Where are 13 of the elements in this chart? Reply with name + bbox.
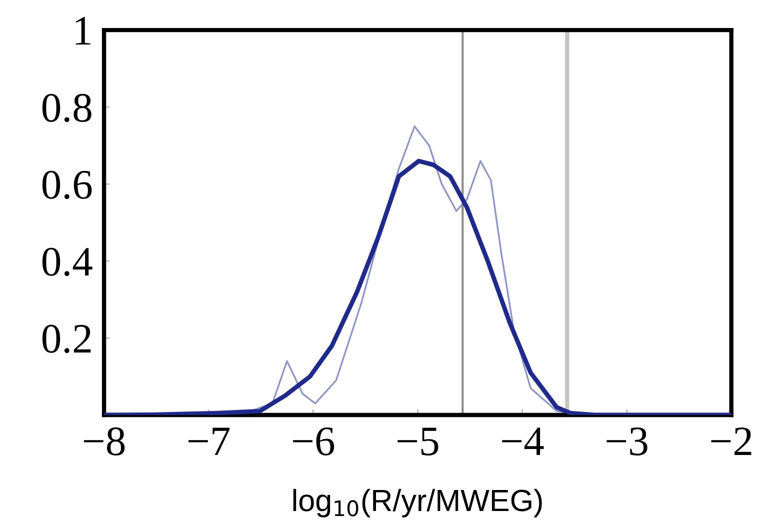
- y-tick-label: 0.4: [42, 248, 92, 276]
- x-axis-title: log$_{10}$(R/yr/MWEG): [293, 488, 542, 518]
- x-tick-label: −3: [606, 427, 648, 456]
- y-tick-label: 0.6: [42, 170, 92, 200]
- y-tick-label: 0.2: [42, 324, 91, 354]
- x-tick-label: −4: [502, 428, 544, 456]
- x-tick-label: −7: [188, 428, 230, 456]
- x-tick-label: −2: [711, 427, 752, 456]
- x-tick-label: −5: [398, 428, 438, 456]
- x-tick-label: −6: [293, 427, 334, 456]
- y-tick-label: 0.8: [42, 94, 92, 122]
- y-tick-label: 1: [76, 17, 90, 45]
- x-tick-label: −8: [84, 427, 125, 456]
